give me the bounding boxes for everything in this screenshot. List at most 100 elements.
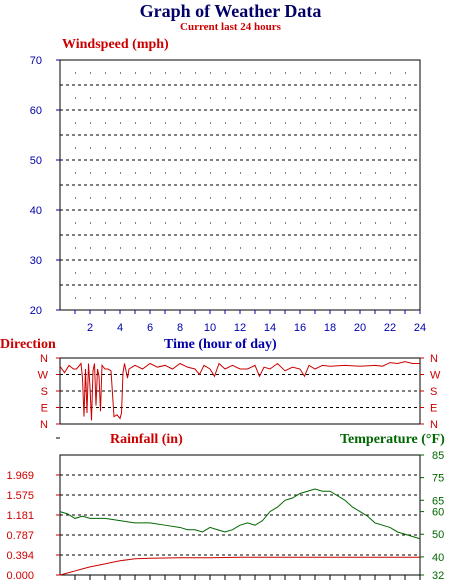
- temp-y-tick-label: 40: [432, 552, 444, 564]
- windspeed-grid-dot: [240, 272, 241, 274]
- windspeed-grid-dot: [240, 297, 241, 299]
- windspeed-grid-dot: [90, 197, 91, 199]
- windspeed-grid-dot: [255, 72, 256, 74]
- direction-left-label: W: [38, 370, 49, 382]
- windspeed-grid-dot: [270, 247, 271, 249]
- rain-y-tick-label: 0.787: [6, 530, 34, 542]
- windspeed-grid-dot: [390, 297, 391, 299]
- windspeed-grid-dot: [315, 122, 316, 124]
- windspeed-grid-dot: [210, 72, 211, 74]
- windspeed-grid-dot: [390, 122, 391, 124]
- windspeed-grid-dot: [180, 247, 181, 249]
- windspeed-grid-dot: [330, 222, 331, 224]
- windspeed-grid-dot: [240, 122, 241, 124]
- windspeed-grid-dot: [75, 122, 76, 124]
- temp-y-tick-label: 85: [432, 450, 444, 462]
- windspeed-grid-dot: [150, 247, 151, 249]
- windspeed-grid-dot: [180, 147, 181, 149]
- time-x-tick-label: 12: [234, 322, 246, 334]
- windspeed-grid-dot: [285, 122, 286, 124]
- time-x-tick-label: 8: [177, 322, 183, 334]
- windspeed-grid-dot: [195, 147, 196, 149]
- windspeed-grid-dot: [150, 72, 151, 74]
- windspeed-grid-dot: [375, 222, 376, 224]
- windspeed-grid-dot: [270, 272, 271, 274]
- windspeed-grid-dot: [135, 247, 136, 249]
- windspeed-grid-dot: [225, 122, 226, 124]
- rain-y-tick-label: 1.575: [6, 490, 34, 502]
- windspeed-grid-dot: [195, 222, 196, 224]
- windspeed-grid-dot: [345, 247, 346, 249]
- windspeed-grid-dot: [120, 122, 121, 124]
- windspeed-grid-dot: [195, 247, 196, 249]
- windspeed-grid-dot: [360, 147, 361, 149]
- windspeed-grid-dot: [405, 97, 406, 99]
- windspeed-grid-dot: [210, 197, 211, 199]
- windspeed-grid-dot: [105, 172, 106, 174]
- time-x-tick-label: 16: [294, 322, 306, 334]
- windspeed-grid-dot: [285, 222, 286, 224]
- windspeed-grid-dot: [210, 147, 211, 149]
- time-x-tick-label: 10: [204, 322, 216, 334]
- page-subtitle: Current last 24 hours: [180, 21, 281, 33]
- windspeed-grid-dot: [240, 247, 241, 249]
- windspeed-grid-dot: [120, 197, 121, 199]
- windspeed-grid-dot: [345, 72, 346, 74]
- rain-y-tick-label: 0.394: [6, 550, 34, 562]
- windspeed-grid-dot: [90, 72, 91, 74]
- time-x-tick-label: 24: [414, 322, 426, 334]
- windspeed-grid-dot: [135, 72, 136, 74]
- windspeed-y-tick-label: 20: [30, 305, 42, 317]
- windspeed-grid-dot: [225, 247, 226, 249]
- windspeed-grid-dot: [225, 147, 226, 149]
- windspeed-grid-dot: [345, 97, 346, 99]
- windspeed-grid-dot: [165, 297, 166, 299]
- windspeed-grid-dot: [330, 172, 331, 174]
- windspeed-grid-dot: [255, 247, 256, 249]
- windspeed-grid-dot: [315, 197, 316, 199]
- windspeed-grid-dot: [75, 297, 76, 299]
- windspeed-grid-dot: [255, 297, 256, 299]
- windspeed-grid-dot: [300, 147, 301, 149]
- windspeed-grid-dot: [90, 97, 91, 99]
- windspeed-grid-dot: [330, 197, 331, 199]
- time-x-tick-label: 22: [384, 322, 396, 334]
- windspeed-grid-dot: [240, 72, 241, 74]
- windspeed-grid-dot: [270, 222, 271, 224]
- windspeed-grid-dot: [150, 222, 151, 224]
- windspeed-grid-dot: [405, 247, 406, 249]
- windspeed-grid-dot: [315, 297, 316, 299]
- windspeed-grid-dot: [300, 172, 301, 174]
- windspeed-grid-dot: [315, 147, 316, 149]
- windspeed-grid-dot: [300, 272, 301, 274]
- windspeed-grid-dot: [195, 197, 196, 199]
- windspeed-grid-dot: [270, 122, 271, 124]
- windspeed-grid-dot: [165, 197, 166, 199]
- windspeed-grid-dot: [375, 247, 376, 249]
- windspeed-grid-dot: [225, 72, 226, 74]
- windspeed-grid-dot: [360, 72, 361, 74]
- windspeed-grid-dot: [165, 272, 166, 274]
- direction-right-label: N: [430, 419, 438, 431]
- windspeed-grid-dot: [345, 272, 346, 274]
- windspeed-grid-dot: [405, 272, 406, 274]
- windspeed-grid-dot: [390, 147, 391, 149]
- windspeed-grid-dot: [285, 272, 286, 274]
- windspeed-grid-dot: [75, 172, 76, 174]
- temp-y-tick-label: 60: [432, 507, 444, 519]
- windspeed-grid-dot: [105, 222, 106, 224]
- windspeed-grid-dot: [405, 297, 406, 299]
- temperature-label: Temperature (°F): [340, 432, 445, 447]
- windspeed-grid-dot: [165, 172, 166, 174]
- windspeed-label: Windspeed (mph): [62, 37, 169, 52]
- windspeed-grid-dot: [330, 272, 331, 274]
- windspeed-grid-dot: [345, 122, 346, 124]
- windspeed-grid-dot: [375, 97, 376, 99]
- windspeed-grid-dot: [360, 97, 361, 99]
- windspeed-grid-dot: [360, 297, 361, 299]
- windspeed-grid-dot: [345, 297, 346, 299]
- windspeed-grid-dot: [345, 147, 346, 149]
- direction-left-label: S: [41, 386, 48, 398]
- windspeed-grid-dot: [315, 272, 316, 274]
